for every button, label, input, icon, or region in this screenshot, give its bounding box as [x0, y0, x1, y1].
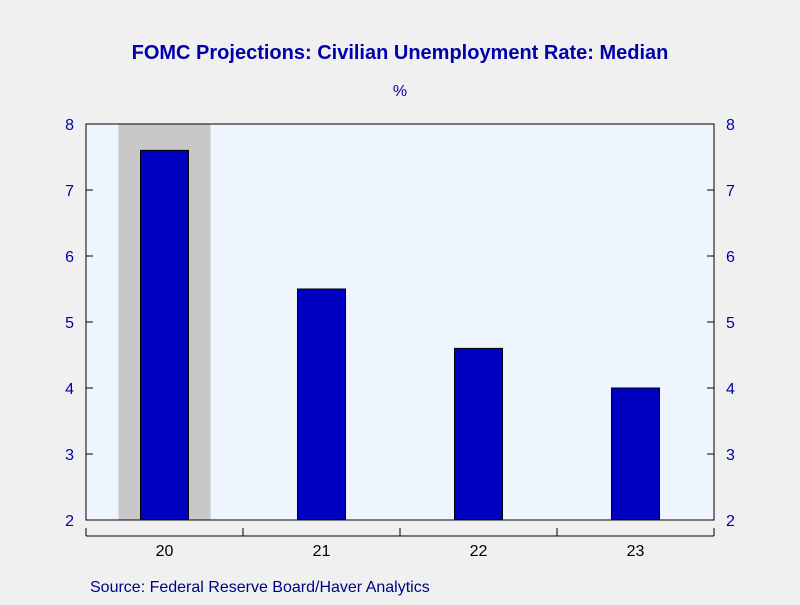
bar-21 [297, 288, 346, 521]
x-tick-label-22: 22 [470, 543, 488, 560]
right-tick-label-2: 2 [726, 513, 735, 530]
left-tick-label-3: 3 [65, 447, 74, 464]
right-tick-label-5: 5 [726, 315, 735, 332]
right-tick-label-4: 4 [726, 381, 735, 398]
bar-20 [140, 149, 189, 521]
bar-23 [611, 387, 660, 521]
x-tick-label-21: 21 [313, 543, 331, 560]
left-tick-label-2: 2 [65, 513, 74, 530]
right-tick-label-6: 6 [726, 249, 735, 266]
x-tick-label-20: 20 [156, 543, 174, 560]
right-tick-label-7: 7 [726, 183, 735, 200]
left-tick-label-4: 4 [65, 381, 74, 398]
bars-group [140, 149, 660, 521]
right-tick-label-3: 3 [726, 447, 735, 464]
left-tick-label-6: 6 [65, 249, 74, 266]
chart-unit-label: % [393, 83, 407, 100]
x-tick-label-23: 23 [627, 543, 645, 560]
bar-22 [454, 347, 503, 521]
left-tick-label-7: 7 [65, 183, 74, 200]
chart-title: FOMC Projections: Civilian Unemployment … [132, 42, 669, 64]
left-y-axis: 2 3 4 5 6 7 8 [65, 117, 93, 530]
right-tick-label-8: 8 [726, 117, 735, 134]
left-tick-label-8: 8 [65, 117, 74, 134]
x-axis: 20 21 22 23 [85, 528, 715, 560]
right-y-axis: 2 3 4 5 6 7 8 [707, 117, 735, 530]
source-note: Source: Federal Reserve Board/Haver Anal… [90, 579, 430, 596]
left-tick-label-5: 5 [65, 315, 74, 332]
